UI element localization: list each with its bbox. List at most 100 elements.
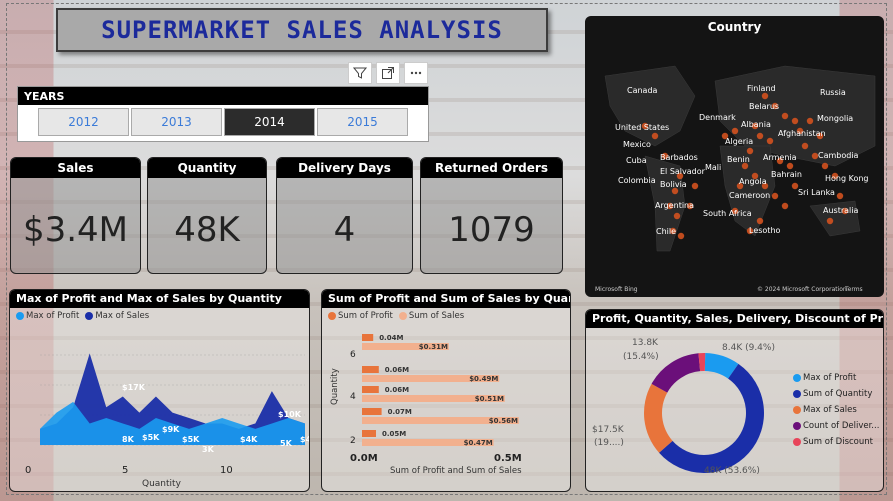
map-data-point: [721, 132, 729, 140]
x-tick-label: 0.0M: [350, 453, 378, 464]
map-country-label: Australia: [823, 206, 859, 215]
kpi-card-delivery-days: Delivery Days 4: [276, 157, 413, 274]
map-data-point: [761, 182, 769, 190]
kpi-value: $3.4M: [22, 210, 129, 250]
map-data-point: [661, 152, 669, 160]
map-data-point: [801, 142, 809, 150]
legend-label: Max of Profit: [803, 373, 857, 383]
map-data-point: [806, 117, 814, 125]
map-country-label: Mexico: [623, 140, 651, 149]
year-button-2013[interactable]: 2013: [131, 108, 222, 136]
map-dots: [641, 92, 849, 240]
donut-legend: Max of Profit Sum of Quantity Max of Sal…: [793, 370, 879, 450]
legend-item: Max of Sales: [85, 311, 149, 321]
year-button-2015[interactable]: 2015: [317, 108, 408, 136]
legend-label: Max of Profit: [26, 311, 80, 321]
map-data-point: [731, 207, 739, 215]
x-tick-label: 0.5M: [494, 453, 522, 464]
map-country-label: Armenia: [763, 153, 797, 162]
area-data-label: 5K: [280, 439, 293, 448]
map-data-point: [791, 182, 799, 190]
map-country-label: Angola: [739, 177, 767, 186]
map-data-point: [836, 192, 844, 200]
map-data-point: [751, 172, 759, 180]
donut-label-sales-pct: (19....): [594, 438, 624, 448]
visual-toolbar: [348, 62, 428, 84]
page-title: SUPERMARKET SALES ANALYSIS: [56, 8, 548, 52]
x-tick-label: 0: [25, 465, 31, 476]
bar-sum-of-sales: [362, 395, 505, 402]
map-data-point: [736, 182, 744, 190]
area-data-label: $4K: [240, 435, 258, 444]
map-country-label: South Africa: [703, 209, 752, 218]
map-data-point: [651, 132, 659, 140]
donut-label-quantity: 48K (53.6%): [704, 466, 760, 476]
map-data-point: [766, 137, 774, 145]
bar-sum-of-sales: [362, 439, 494, 446]
bar-profit-label: 0.05M: [382, 430, 406, 438]
map-data-point: [673, 212, 681, 220]
y-tick-label: 6: [350, 350, 356, 360]
bar-sales-label: $0.51M: [475, 395, 504, 403]
bar-sum-of-profit: [362, 430, 376, 437]
area-data-label: $5K: [142, 433, 160, 442]
x-tick-label: 5: [122, 465, 128, 476]
map-country-label: Russia: [820, 88, 846, 97]
year-button-2014[interactable]: 2014: [224, 108, 315, 136]
map-data-point: [796, 127, 804, 135]
kpi-label: Delivery Days: [277, 158, 412, 178]
chart-sum-profit-sales: Sum of Profit and Sum of Sales by Quanti…: [321, 289, 571, 492]
legend-label: Count of Deliver...: [803, 421, 880, 431]
year-button-2012[interactable]: 2012: [38, 108, 129, 136]
y-axis-title: Quantity: [330, 368, 340, 405]
chart-max-profit-sales: Max of Profit and Max of Sales by Quanti…: [9, 289, 310, 492]
map-data-point: [741, 162, 749, 170]
map-country-label: Bahrain: [771, 170, 802, 179]
donut-label-sales: $17.5K: [592, 425, 624, 435]
bar-sum-of-sales: [362, 343, 449, 350]
legend-item: Sum of Profit: [328, 311, 393, 321]
map-country-label: Afghanistan: [778, 129, 826, 138]
map-data-point: [671, 187, 679, 195]
donut-label-delivery-pct: (15.4%): [623, 352, 659, 362]
map-country-label: Cameroon: [729, 191, 771, 200]
kpi-value: 4: [333, 210, 356, 250]
map-data-point: [841, 207, 849, 215]
map-country-label: Algeria: [725, 137, 754, 146]
map-country-label: El Salvador: [660, 167, 705, 176]
map-data-point: [761, 92, 769, 100]
map-data-point: [641, 122, 649, 130]
area-chart-canvas: $17K8K$5K$9K$5K3K$4K$10K5K$4K0510Quantit…: [25, 353, 309, 489]
kpi-label: Quantity: [148, 158, 266, 178]
bar-chart-canvas: 0.04M $0.31M 0.06M $0.49M 0.06M $0.51M 0.07M $0…: [330, 334, 522, 476]
legend-label: Max of Sales: [803, 405, 857, 415]
bar-sum-of-sales: [362, 417, 519, 424]
donut-label-profit: 8.4K (9.4%): [722, 343, 775, 353]
area-data-label: $5K: [182, 435, 200, 444]
donut-chart-canvas: [644, 353, 764, 473]
legend-item: Sum of Sales: [398, 311, 465, 321]
map-data-point: [786, 162, 794, 170]
donut-slice: [704, 353, 739, 379]
map-terms[interactable]: Terms: [845, 286, 863, 293]
legend-item: Max of Sales: [793, 402, 879, 418]
map-country-label: United States: [615, 123, 670, 132]
donut-label-delivery: 13.8K: [632, 338, 658, 348]
map-country-label: Hong Kong: [825, 174, 869, 183]
kpi-label: Sales: [11, 158, 140, 178]
legend-label: Sum of Sales: [408, 311, 465, 321]
focus-mode-icon[interactable]: [376, 62, 400, 84]
map-country-label: Colombia: [618, 176, 656, 185]
map-country-label: Cuba: [626, 156, 647, 165]
bar-sales-label: $0.49M: [469, 375, 498, 383]
map-data-point: [676, 172, 684, 180]
area-data-label: 3K: [202, 445, 215, 454]
map-country-label: Sri Lanka: [798, 188, 835, 197]
map-country-label: Finland: [747, 84, 776, 93]
bar-sales-label: $0.31M: [419, 343, 448, 351]
filter-icon[interactable]: [348, 62, 372, 84]
donut-slice: [698, 353, 706, 372]
kpi-card-quantity: Quantity 48K: [147, 157, 267, 274]
country-map[interactable]: Country Canada United States Mexico Cuba Col…: [585, 16, 884, 297]
more-options-icon[interactable]: [404, 62, 428, 84]
